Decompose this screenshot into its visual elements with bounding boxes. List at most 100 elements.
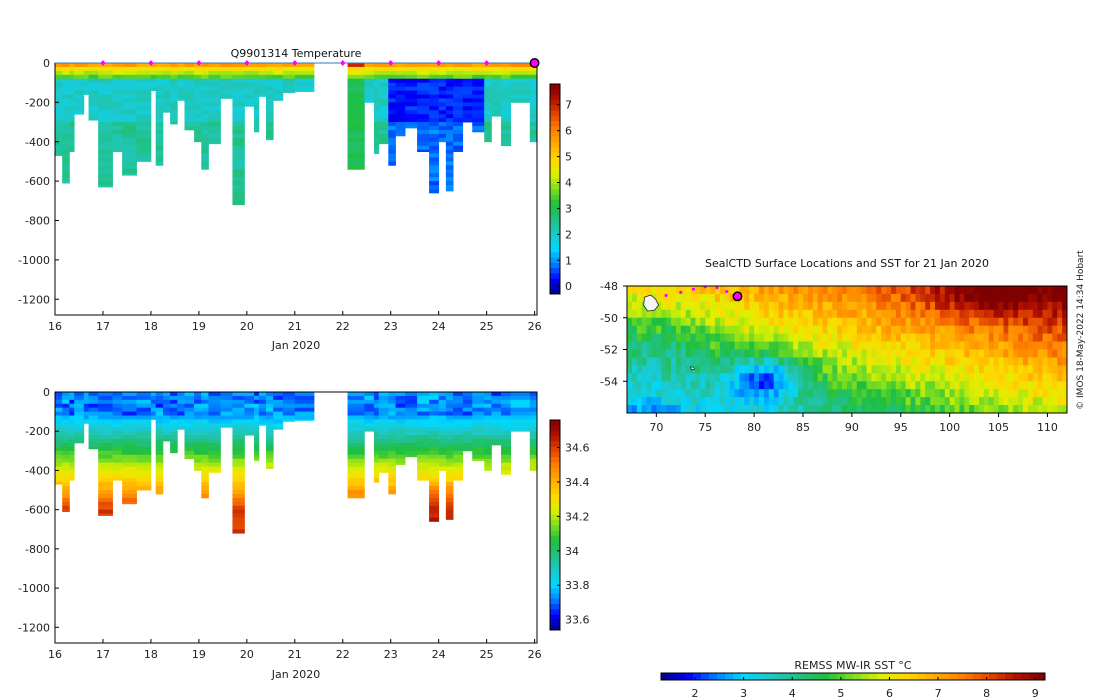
profile-cell [453,74,464,80]
sst-cell [959,365,965,374]
profile-cell [453,439,464,444]
sst-cell [847,389,853,398]
profile-cell [388,399,396,405]
sst-cell [807,309,814,319]
sst-cell [954,301,960,311]
profile-cell [484,462,492,467]
profile-cell [364,78,375,84]
profile-cell [122,86,137,91]
profile-cell [177,66,185,72]
profile-cell [445,419,454,424]
sst-cell [724,293,731,303]
profile-cell [74,110,85,115]
sst-cell [1062,301,1067,311]
profile-cell [462,110,473,115]
sst-cell [935,381,941,390]
profile-cell [55,102,63,107]
sst-cell [822,286,828,295]
sst-cell [759,405,765,413]
profile-cell [388,157,396,162]
sst-cell [729,301,735,311]
sst-cell [930,357,936,366]
profile-cell [273,411,284,416]
profile-cell [417,478,430,481]
profile-cell [98,141,113,147]
profile-cell [378,470,389,473]
profile-cell [484,419,492,424]
colorbar-cell [749,673,758,680]
sst-cell [1023,381,1029,390]
profile-cell [438,63,447,68]
profile-cell [445,517,454,520]
profile-cell [438,90,447,95]
x-tick-label: 19 [192,320,206,333]
profile-cell [201,133,209,139]
profile-cell [484,94,492,99]
sst-cell [974,301,980,311]
sst-cell [856,325,863,335]
profile-cell [136,122,152,127]
profile-cell [266,137,274,141]
sst-cell [920,349,926,358]
colorbar-cell [550,514,560,521]
sst-cell [690,325,696,335]
sst-cell [759,333,765,342]
profile-cell [388,462,396,467]
profile-cell [254,395,260,401]
profile-cell [232,442,245,448]
sst-cell [1018,381,1024,390]
profile-cell [69,141,75,147]
profile-cell [184,411,195,416]
profile-cell [55,129,63,135]
profile-cell [170,110,178,115]
profile-cell [74,90,85,95]
sst-cell [944,405,951,413]
sst-cell [910,365,916,374]
sst-cell [778,381,784,390]
profile-cell [388,407,396,413]
sst-cell [886,293,892,303]
profile-cell [88,86,99,91]
profile-cell [445,490,454,495]
sst-cell [680,333,687,342]
sst-cell [793,349,799,358]
profile-cell [112,450,123,456]
profile-cell [177,392,185,397]
sst-cell [1013,309,1019,319]
profile-cell [388,392,396,397]
sst-cell [749,286,755,295]
sst-cell [832,349,838,358]
profile-cell [501,90,512,95]
profile-cell [184,90,195,95]
profile-cell [462,435,473,440]
sst-cell [719,341,726,350]
sst-cell [798,293,804,303]
sst-cell [1032,373,1039,382]
profile-cell [55,141,63,147]
profile-cell [453,392,464,397]
profile-cell [429,419,440,424]
sst-cell [954,317,960,327]
profile-cell [112,149,123,152]
sst-cell [983,341,990,350]
sst-cell [685,397,691,406]
profile-cell [122,442,137,448]
profile-cell [364,423,375,428]
y-tick-label: -200 [25,425,50,438]
sst-cell [935,365,941,374]
sst-cell [812,341,819,350]
sst-cell [1018,365,1024,374]
sst-cell [881,293,887,303]
profile-cell [501,392,512,397]
profile-cell [177,395,185,401]
sst-cell [631,341,638,350]
profile-cell [453,133,464,139]
sst-cell [1047,293,1053,303]
x-tick-label: 24 [432,648,446,661]
colorbar-cell [1013,673,1022,680]
profile-cell [69,474,75,479]
sst-cell [837,341,843,350]
sst-cell [724,397,731,406]
profile-cell [395,98,406,103]
sst-cell [793,365,799,374]
